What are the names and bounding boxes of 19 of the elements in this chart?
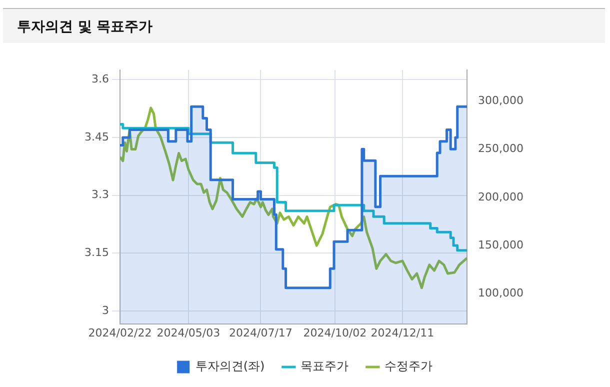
y-tick-label: 3.45 [84, 130, 109, 144]
x-tick-label: 2024/12/11 [370, 326, 434, 340]
x-tick-label: 2024/05/03 [156, 326, 220, 340]
x-tick-label: 2024/02/22 [88, 326, 152, 340]
y2-tick-label: 150,000 [478, 238, 524, 252]
y-tick-label: 3.3 [92, 188, 109, 202]
y2-tick-label: 100,000 [478, 286, 524, 300]
x-tick-label: 2024/10/02 [303, 326, 367, 340]
x-tick-label: 2024/07/17 [229, 326, 292, 340]
y2-tick-label: 300,000 [478, 94, 524, 108]
y2-tick-label: 200,000 [478, 190, 524, 204]
legend-label: 목표주가 [300, 359, 349, 374]
y2-tick-label: 250,000 [478, 142, 524, 156]
legend-label: 수정주가 [384, 359, 433, 374]
chart-title: 투자의견 및 목표주가 [17, 18, 153, 36]
y-tick-label: 3.6 [92, 72, 109, 86]
legend-label: 투자의견(좌) [195, 359, 265, 374]
y-tick-label: 3.15 [84, 246, 109, 260]
y-tick-label: 3 [102, 304, 109, 317]
